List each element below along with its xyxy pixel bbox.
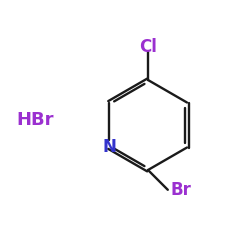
Text: Cl: Cl [139, 38, 157, 56]
Text: N: N [102, 138, 116, 156]
Text: Br: Br [170, 181, 191, 199]
Text: HBr: HBr [16, 111, 54, 129]
